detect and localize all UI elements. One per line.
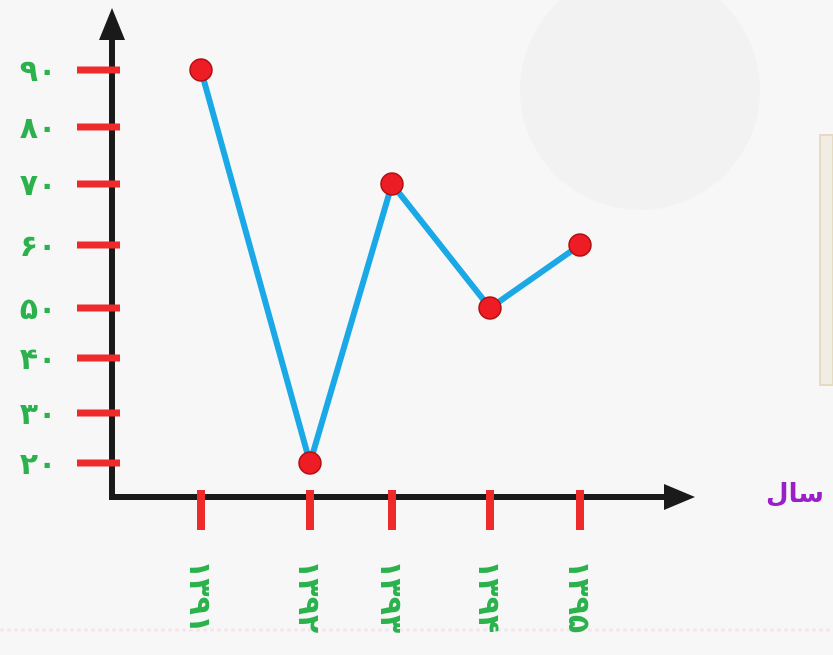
- x-tick-label: ۱۳۹۳: [373, 560, 408, 633]
- data-point: [568, 233, 592, 257]
- x-tick-label: ۱۳۹۲: [291, 560, 326, 633]
- x-tick-label: ۱۳۹۵: [561, 560, 596, 633]
- y-tick-label: ۶۰: [20, 229, 57, 264]
- x-tick-label: ۱۳۹۱: [182, 560, 217, 633]
- y-tick-label: ۲۰: [20, 447, 57, 482]
- y-tick-label: ۸۰: [20, 111, 57, 146]
- y-tick-label: ۵۰: [20, 292, 57, 327]
- y-tick-label: ۳۰: [20, 397, 57, 432]
- y-ticks: ۲۰ ۳۰ ۴۰ ۵۰ ۶۰ ۷۰ ۸۰ ۹۰: [20, 54, 120, 482]
- y-axis-arrow: [99, 8, 125, 40]
- series: [189, 58, 592, 475]
- x-axis-arrow: [664, 484, 695, 510]
- x-axis-label: سال: [766, 479, 824, 509]
- y-tick-label: ۷۰: [20, 168, 57, 203]
- x-ticks: ۱۳۹۱ ۱۳۹۲ ۱۳۹۳ ۱۳۹۴ ۱۳۹۵: [182, 490, 596, 633]
- background-decoration: [0, 134, 833, 632]
- data-point: [478, 296, 502, 320]
- y-tick-label: ۹۰: [20, 54, 57, 89]
- data-point: [298, 451, 322, 475]
- x-tick-label: ۱۳۹۴: [471, 560, 506, 633]
- data-point: [380, 172, 404, 196]
- series-line: [198, 67, 583, 466]
- y-tick-label: ۴۰: [20, 342, 57, 377]
- data-point: [189, 58, 213, 82]
